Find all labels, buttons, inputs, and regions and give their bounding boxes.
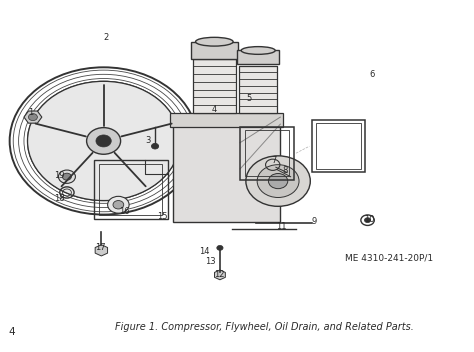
Text: 9: 9 (311, 217, 317, 226)
Circle shape (257, 165, 299, 197)
Bar (239, 65, 277, 113)
Text: 3: 3 (146, 137, 151, 145)
Text: 12: 12 (214, 270, 224, 279)
Circle shape (217, 245, 223, 250)
Text: 15: 15 (157, 212, 168, 221)
Text: 4: 4 (212, 105, 217, 114)
Text: ME 4310-241-20P/1: ME 4310-241-20P/1 (345, 254, 433, 263)
Text: 17: 17 (95, 243, 105, 252)
Circle shape (87, 128, 120, 154)
Text: 1: 1 (28, 108, 34, 117)
Text: 6: 6 (369, 70, 375, 79)
Circle shape (58, 170, 75, 183)
Circle shape (152, 143, 159, 149)
Text: 13: 13 (205, 257, 215, 266)
Circle shape (28, 114, 37, 121)
Text: 4: 4 (9, 327, 15, 337)
Text: 5: 5 (246, 94, 252, 103)
Circle shape (268, 174, 288, 189)
Circle shape (108, 196, 129, 213)
Bar (193, 58, 236, 113)
Text: Figure 1. Compressor, Flywheel, Oil Drain, and Related Parts.: Figure 1. Compressor, Flywheel, Oil Drai… (115, 322, 414, 332)
Bar (316, 124, 361, 169)
Text: 18: 18 (55, 194, 65, 203)
Circle shape (27, 81, 180, 201)
Text: 2: 2 (103, 33, 109, 42)
Bar (170, 113, 283, 127)
Circle shape (113, 201, 124, 209)
Circle shape (63, 173, 72, 180)
Bar (173, 125, 280, 221)
Text: 10: 10 (365, 215, 375, 224)
Text: 8: 8 (282, 166, 288, 175)
Text: 11: 11 (276, 222, 287, 231)
Text: 14: 14 (199, 247, 210, 256)
Circle shape (96, 135, 111, 147)
Bar (245, 131, 289, 176)
Bar (94, 160, 168, 219)
Bar (240, 127, 294, 180)
Ellipse shape (196, 37, 233, 46)
Bar (237, 50, 280, 64)
Bar (99, 164, 162, 215)
Text: 19: 19 (55, 171, 65, 181)
Bar (191, 42, 238, 58)
Text: 7: 7 (271, 156, 276, 165)
Circle shape (365, 218, 371, 222)
Bar (311, 120, 365, 172)
Text: 16: 16 (119, 207, 129, 215)
Circle shape (246, 156, 310, 206)
Ellipse shape (241, 46, 275, 54)
